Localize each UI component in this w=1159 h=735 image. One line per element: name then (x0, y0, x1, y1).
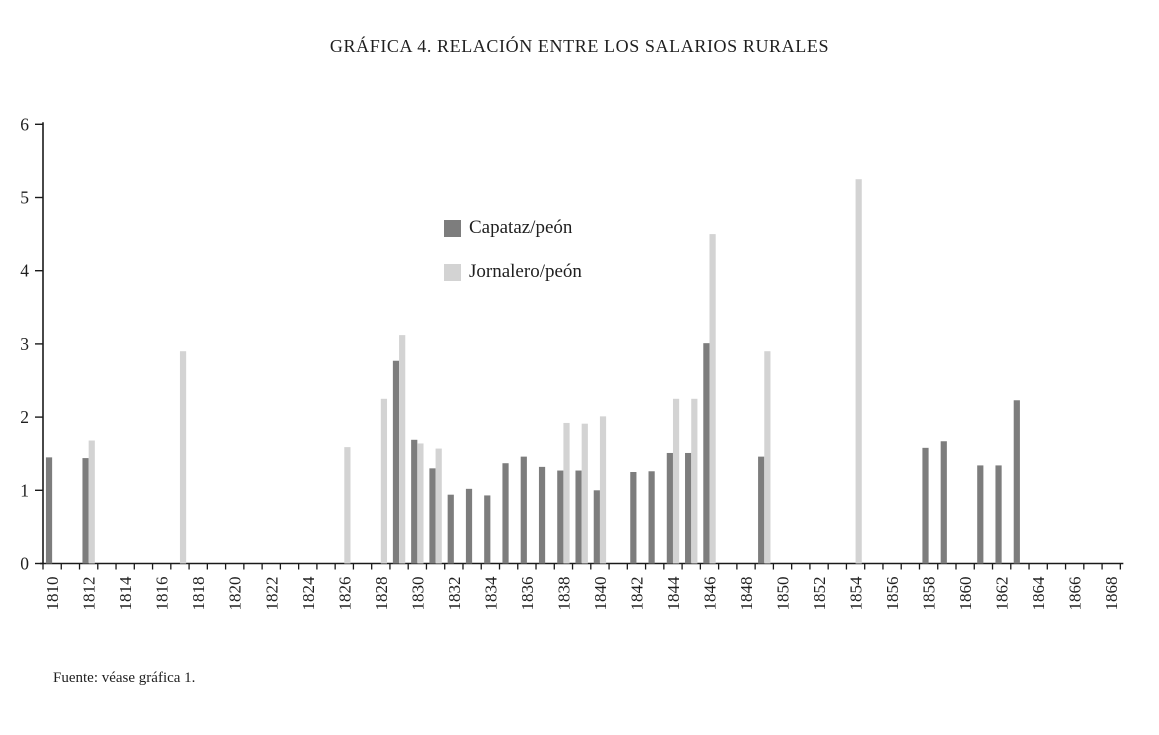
bar-capataz-1845 (685, 452, 692, 564)
x-tick-label-1846: 1846 (700, 577, 719, 611)
bar-jornalero-1845 (691, 398, 698, 564)
x-tick-label-1858: 1858 (920, 577, 939, 611)
x-tick-label-1834: 1834 (481, 576, 500, 611)
bar-jornalero-1854 (855, 179, 862, 564)
x-tick-label-1838: 1838 (554, 577, 573, 611)
bar-capataz-1839 (575, 470, 582, 564)
bar-capataz-1812 (82, 458, 89, 564)
y-tick-label: 2 (20, 407, 29, 427)
chart-title: GRÁFICA 4. RELACIÓN ENTRE LOS SALARIOS R… (329, 36, 830, 56)
y-tick-label: 1 (20, 480, 29, 500)
bar-jornalero-1846 (709, 234, 716, 564)
bar-capataz-1846 (703, 343, 710, 564)
bar-capataz-1858 (922, 447, 929, 564)
bar-capataz-1862 (995, 465, 1002, 564)
bar-capataz-1832 (447, 494, 454, 564)
bar-jornalero-1817 (179, 351, 187, 564)
bar-capataz-1838 (557, 470, 564, 564)
bar-jornalero-1828 (380, 398, 388, 564)
x-tick-label-1832: 1832 (445, 577, 464, 611)
bar-capataz-1829 (392, 360, 400, 564)
x-tick-label-1844: 1844 (664, 576, 683, 611)
bar-capataz-1810 (45, 457, 53, 564)
x-tick-label-1854: 1854 (847, 576, 866, 611)
bar-capataz-1836 (520, 456, 527, 564)
bar-jornalero-1844 (672, 398, 680, 564)
bar-capataz-1840 (593, 490, 600, 564)
x-tick-label-1820: 1820 (226, 577, 245, 611)
chart-legend: Capataz/peón Jornalero/peón (444, 217, 582, 307)
x-tick-label-1852: 1852 (810, 577, 829, 611)
capataz-legend-label: Capataz/peón (469, 217, 573, 238)
legend-item-capataz: Capataz/peón (444, 217, 582, 238)
bar-jornalero-1831 (435, 448, 442, 564)
jornalero-legend-label: Jornalero/peón (469, 261, 582, 282)
bar-jornalero-1830 (417, 443, 424, 564)
bar-jornalero-1826 (344, 447, 351, 564)
bar-capataz-1863 (1013, 400, 1020, 564)
capataz-legend-swatch (444, 219, 461, 237)
bar-jornalero-1812 (88, 440, 95, 564)
bar-jornalero-1838 (563, 422, 570, 564)
bar-jornalero-1840 (599, 416, 607, 564)
x-tick-label-1856: 1856 (883, 577, 902, 611)
bar-jornalero-1849 (764, 351, 771, 564)
y-tick-label: 5 (20, 188, 29, 208)
x-tick-label-1814: 1814 (116, 576, 135, 611)
bar-capataz-1849 (758, 456, 765, 564)
x-tick-label-1868: 1868 (1102, 577, 1121, 611)
bar-capataz-1859 (940, 441, 947, 564)
x-tick-label-1836: 1836 (518, 577, 537, 611)
bar-capataz-1834 (484, 495, 491, 564)
jornalero-legend-swatch (444, 263, 461, 281)
x-tick-label-1828: 1828 (372, 577, 391, 611)
y-tick-label: 4 (20, 261, 29, 281)
x-tick-label-1830: 1830 (408, 577, 427, 611)
bar-jornalero-1829 (399, 335, 406, 564)
x-tick-label-1850: 1850 (774, 577, 793, 611)
x-tick-label-1848: 1848 (737, 577, 756, 611)
x-tick-label-1824: 1824 (299, 576, 318, 611)
x-tick-label-1812: 1812 (80, 577, 99, 611)
bar-capataz-1837 (538, 466, 546, 564)
x-tick-label-1842: 1842 (627, 577, 646, 611)
x-tick-label-1866: 1866 (1066, 577, 1085, 611)
x-tick-label-1840: 1840 (591, 577, 610, 611)
x-tick-label-1818: 1818 (189, 577, 208, 611)
bar-capataz-1835 (502, 463, 509, 564)
source-note: Fuente: véase gráfica 1. (53, 670, 196, 686)
y-tick-label: 0 (20, 554, 29, 574)
x-tick-label-1810: 1810 (43, 577, 62, 611)
legend-item-jornalero: Jornalero/peón (444, 261, 582, 282)
x-tick-label-1826: 1826 (335, 577, 354, 611)
bar-capataz-1844 (666, 452, 673, 564)
x-tick-label-1864: 1864 (1029, 576, 1048, 611)
y-tick-label: 3 (20, 334, 29, 354)
x-tick-label-1860: 1860 (956, 577, 975, 611)
x-tick-label-1822: 1822 (262, 577, 281, 611)
y-tick-label: 6 (20, 114, 29, 134)
bar-capataz-1830 (411, 439, 418, 564)
bar-jornalero-1839 (581, 423, 588, 564)
bar-capataz-1831 (429, 468, 436, 564)
bar-capataz-1843 (648, 471, 655, 564)
x-tick-label-1816: 1816 (153, 577, 172, 611)
bar-capataz-1861 (977, 465, 984, 564)
bar-capataz-1842 (630, 472, 637, 564)
x-tick-label-1862: 1862 (993, 577, 1012, 611)
bar-capataz-1833 (465, 488, 473, 564)
